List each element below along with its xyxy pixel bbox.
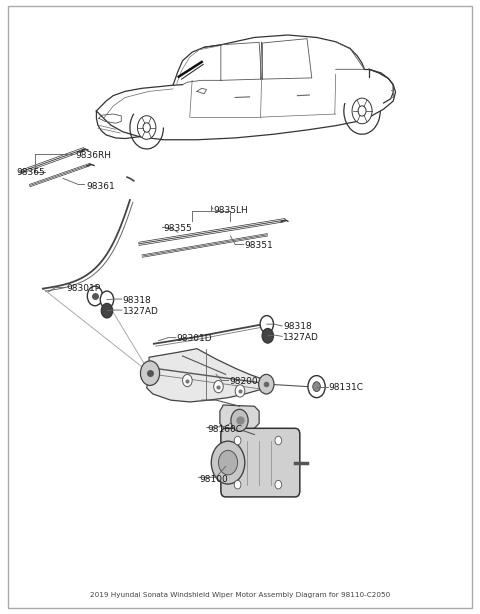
FancyBboxPatch shape xyxy=(221,429,300,497)
Circle shape xyxy=(87,286,103,306)
Text: 98355: 98355 xyxy=(163,224,192,233)
Polygon shape xyxy=(147,349,269,402)
Text: 98365: 98365 xyxy=(16,168,45,177)
Text: 98301D: 98301D xyxy=(177,335,213,343)
Circle shape xyxy=(234,437,241,445)
Circle shape xyxy=(143,123,150,132)
Text: 1327AD: 1327AD xyxy=(283,333,319,341)
Circle shape xyxy=(100,291,114,308)
Circle shape xyxy=(214,381,223,393)
Circle shape xyxy=(101,303,113,318)
Circle shape xyxy=(141,361,159,386)
Text: 98351: 98351 xyxy=(245,241,274,251)
Circle shape xyxy=(137,115,156,139)
Text: 98100: 98100 xyxy=(199,475,228,484)
Circle shape xyxy=(275,480,282,489)
Polygon shape xyxy=(220,405,259,431)
Circle shape xyxy=(260,316,274,333)
Circle shape xyxy=(182,375,192,387)
Circle shape xyxy=(352,98,372,124)
Circle shape xyxy=(259,375,274,394)
Circle shape xyxy=(234,480,241,489)
Circle shape xyxy=(308,376,325,398)
Circle shape xyxy=(231,410,248,432)
Circle shape xyxy=(218,450,238,475)
Text: 9836RH: 9836RH xyxy=(75,150,111,160)
Text: 98200: 98200 xyxy=(229,377,258,386)
Text: 98361: 98361 xyxy=(86,182,115,191)
Text: 9835LH: 9835LH xyxy=(214,206,249,215)
Text: 2019 Hyundai Sonata Windshield Wiper Motor Assembly Diagram for 98110-C2050: 2019 Hyundai Sonata Windshield Wiper Mot… xyxy=(90,592,390,598)
Text: 98131C: 98131C xyxy=(328,383,363,392)
Circle shape xyxy=(262,328,274,343)
Circle shape xyxy=(358,106,366,116)
Circle shape xyxy=(235,385,245,397)
Circle shape xyxy=(275,437,282,445)
Text: 98318: 98318 xyxy=(123,297,152,305)
Text: 98160C: 98160C xyxy=(207,425,242,434)
Text: 98301P: 98301P xyxy=(67,284,101,293)
Text: 1327AD: 1327AD xyxy=(123,307,158,316)
Text: 98318: 98318 xyxy=(283,322,312,331)
Circle shape xyxy=(211,441,245,484)
Circle shape xyxy=(313,382,321,392)
